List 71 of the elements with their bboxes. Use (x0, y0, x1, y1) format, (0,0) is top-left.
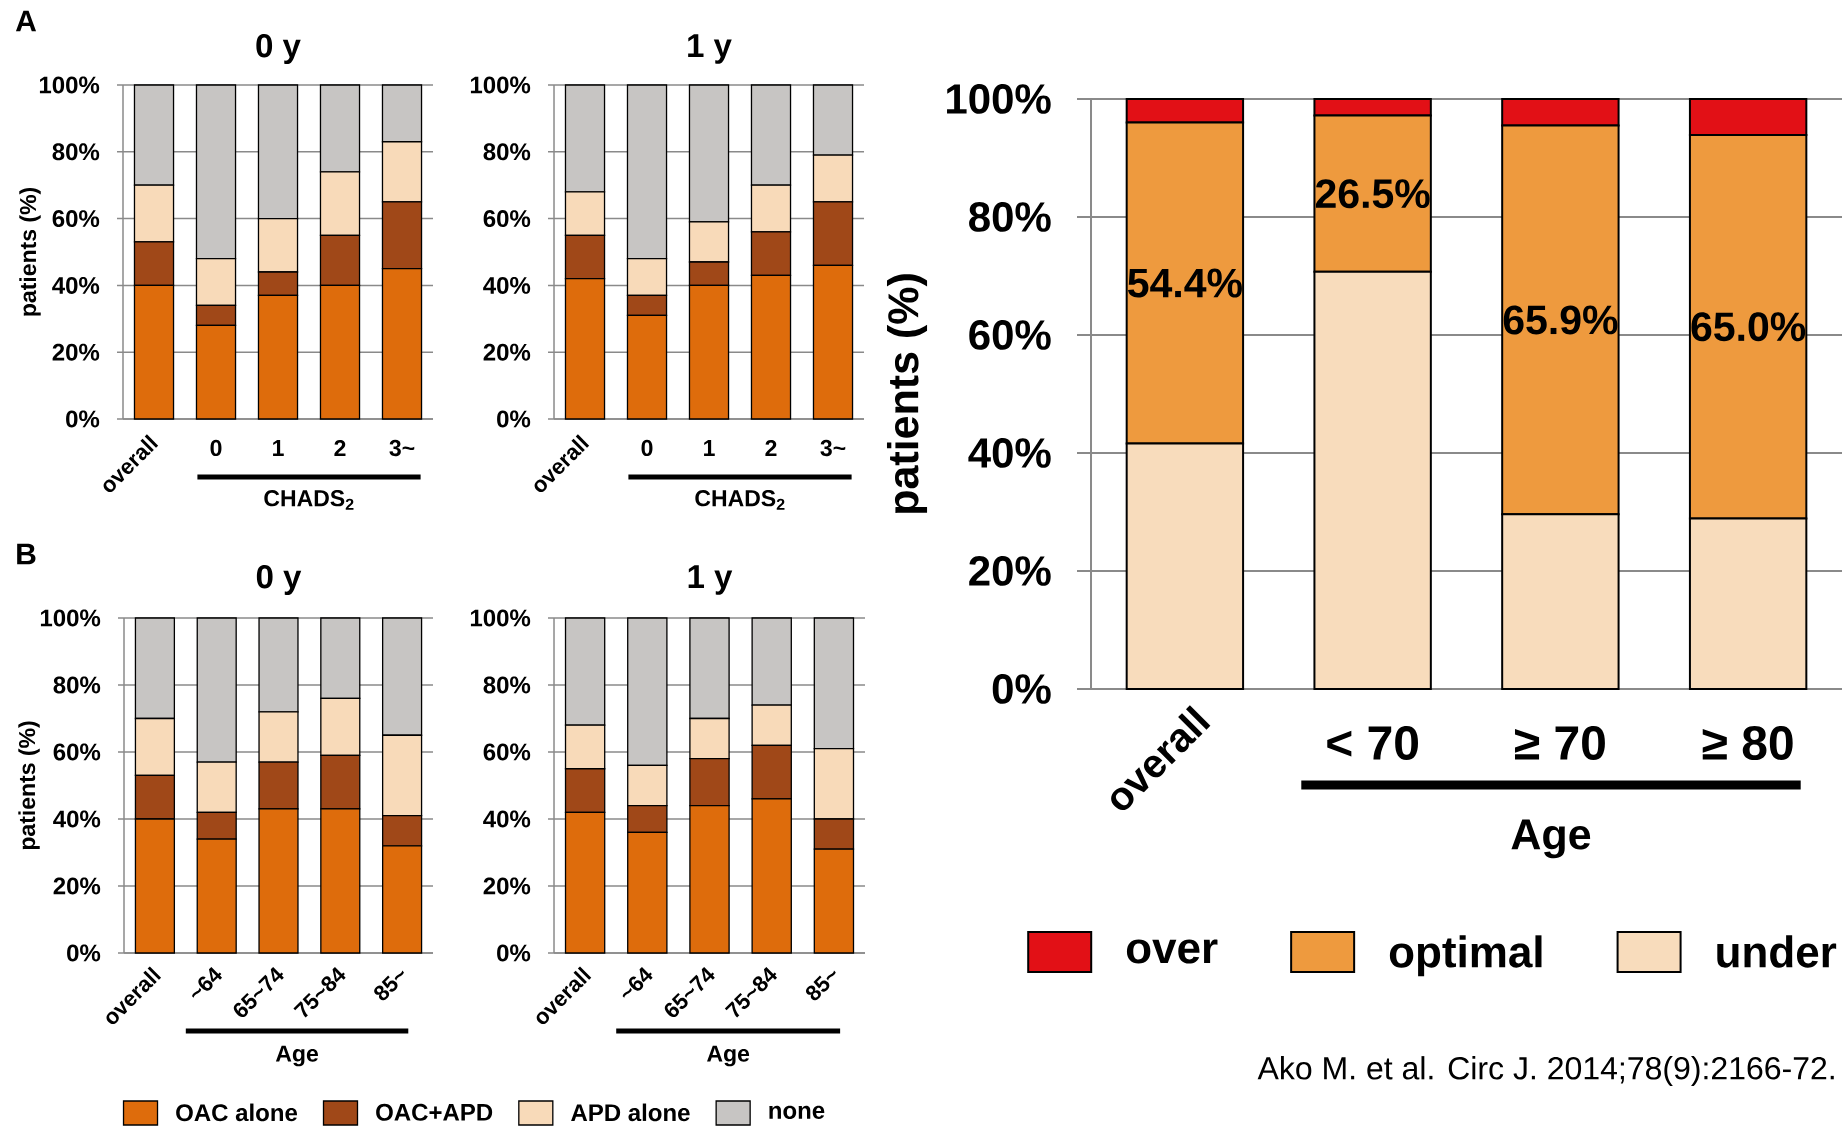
y-tick-label: 0% (67, 944, 101, 962)
y-tick-label: 0% (66, 410, 100, 428)
y-tick-label: 40% (968, 438, 1051, 468)
data-label: 26.5% (1315, 179, 1430, 209)
y-tick-label: 100% (39, 76, 100, 94)
data-label: 65.9% (1503, 305, 1618, 335)
x-tick-label: 1 (704, 440, 715, 456)
y-tick-label: 80% (483, 143, 531, 161)
y-tick-label: 20% (969, 556, 1051, 586)
y-tick-label: 80% (483, 676, 531, 694)
y-tick-label: 60% (483, 210, 531, 228)
legend-label: OAC+APD (376, 1103, 493, 1121)
y-tick-label: 0% (497, 944, 531, 962)
y-tick-label: 0% (497, 410, 531, 428)
chart-title: 0 y (256, 34, 301, 64)
x-tick-label: 2 (334, 439, 346, 457)
text: B (17, 543, 36, 565)
y-tick-label: 40% (53, 810, 101, 828)
x-tick-label: ~64 (622, 966, 653, 998)
legend-label: OAC alone (176, 1103, 298, 1122)
y-tick-label: 100% (40, 609, 101, 627)
y-tick-label: 20% (483, 877, 531, 895)
y-tick-label: 60% (53, 743, 101, 761)
y-tick-label: 100% (470, 609, 531, 627)
x-axis-title: CHADS$_{2}$ (695, 490, 785, 510)
legend-label: over (1126, 939, 1218, 964)
x-tick-label: 85~ (805, 970, 836, 1001)
legend-label: APD alone (571, 1103, 690, 1122)
y-axis-title: patients (%) (886, 274, 928, 513)
x-tick-label: 1 (273, 440, 284, 456)
y-tick-label: 20% (52, 343, 100, 361)
y-tick-label: 100% (947, 84, 1051, 114)
text: Ako M. et al. Circ J. 2014;78(9):2166-72. (1257, 1056, 1834, 1086)
x-tick-label: 0 (641, 439, 653, 457)
x-tick-label: ≥ 80 (1702, 726, 1793, 760)
y-tick-label: 60% (483, 743, 531, 761)
y-tick-label: 80% (52, 143, 100, 161)
legend-label: under (1717, 935, 1837, 968)
x-axis-title: CHADS$_{2}$ (264, 490, 354, 510)
data-label: 54.4% (1128, 268, 1242, 298)
x-tick-label: 0 (210, 439, 222, 457)
x-tick-label: ≥ 70 (1514, 726, 1605, 760)
x-axis-title: Age (707, 1045, 750, 1067)
y-tick-label: 40% (483, 276, 531, 294)
text: A (15, 10, 37, 32)
x-tick-label: 2 (765, 439, 777, 457)
y-tick-label: 40% (483, 810, 531, 828)
y-tick-label: 100% (470, 76, 531, 94)
x-axis-title: Age (1511, 819, 1591, 859)
x-tick-label: 3~ (820, 439, 846, 457)
x-axis-title: Age (275, 1045, 318, 1067)
y-axis-title: patients (%) (19, 187, 41, 316)
y-tick-label: 60% (52, 210, 100, 228)
y-tick-label: 20% (483, 343, 531, 361)
legend-label: optimal (1389, 935, 1542, 977)
chart-title: 0 y (256, 565, 302, 595)
x-tick-label: < 70 (1327, 726, 1418, 760)
y-tick-label: 80% (53, 676, 101, 694)
y-tick-label: 80% (969, 202, 1051, 232)
y-tick-label: 60% (969, 320, 1051, 350)
y-tick-label: 20% (53, 877, 101, 895)
chart-title: 1 y (688, 565, 733, 595)
y-tick-label: 0% (992, 674, 1051, 704)
chart-title: 1 y (688, 34, 732, 64)
x-tick-label: 85~ (374, 970, 404, 1001)
data-label: 65.0% (1691, 312, 1806, 342)
legend-label: none (769, 1105, 825, 1119)
y-axis-title: patients (%) (18, 721, 40, 850)
x-tick-label: ~64 (192, 966, 223, 998)
y-tick-label: 40% (52, 276, 100, 294)
x-tick-label: 3~ (389, 439, 415, 457)
